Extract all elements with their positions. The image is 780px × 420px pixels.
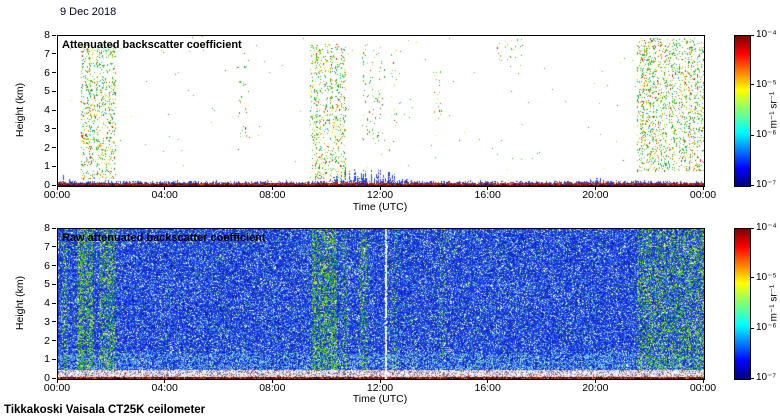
x-tick-mark	[271, 186, 273, 190]
x-tick-label: 08:00	[259, 189, 286, 201]
date-label: 9 Dec 2018	[60, 6, 117, 18]
colorbar-tick-label: 10⁻⁴	[756, 29, 777, 40]
y-tick-mark	[52, 340, 56, 341]
attenuated-backscatter-plot	[57, 35, 705, 187]
x-tick-mark	[379, 379, 381, 383]
y-tick-mark	[52, 165, 56, 167]
y-tick-mark	[52, 302, 56, 304]
x-tick-label: 00:00	[689, 189, 717, 201]
x-tick-mark	[379, 186, 381, 190]
x-tick-mark	[271, 379, 273, 383]
x-tick-label: 12:00	[366, 382, 394, 394]
y-tick-label: 5	[44, 85, 50, 98]
y-tick-label: 2	[44, 141, 50, 154]
colorbar-tick-mark	[751, 134, 754, 136]
x-tick-label: 08:00	[259, 382, 286, 394]
colorbar-tick-mark	[751, 227, 754, 229]
y-tick-mark	[52, 128, 56, 130]
y-tick-mark	[52, 72, 56, 73]
colorbar-top	[734, 35, 751, 187]
y-tick-label: 0	[44, 372, 50, 384]
y-tick-mark	[52, 90, 56, 92]
y-tick-mark	[52, 283, 56, 285]
colorbar-tick-label: 10⁻⁶	[756, 322, 777, 333]
raw-attenuated-backscatter-heatmap	[58, 229, 704, 379]
colorbar-tick-mark	[751, 184, 754, 186]
y-tick-mark	[52, 358, 56, 360]
y-tick-mark	[52, 321, 56, 323]
y-tick-label: 1	[44, 353, 50, 366]
plot-title-raw: Raw attenuated backscatter coefficient	[62, 232, 266, 244]
x-tick-label: 04:00	[151, 189, 178, 201]
x-tick-mark	[702, 186, 704, 190]
y-tick-label: 6	[44, 66, 50, 79]
x-tick-label: 16:00	[474, 189, 501, 201]
colorbar-tick-label: 10⁻⁷	[756, 179, 777, 190]
y-tick-label: 4	[44, 104, 50, 116]
y-axis-label-top: Height (km)	[14, 82, 26, 138]
y-tick-label: 3	[44, 315, 50, 328]
colorbar-tick-mark	[751, 277, 754, 279]
instrument-label: Tikkakoski Vaisala CT25K ceilometer	[4, 404, 206, 416]
y-tick-mark	[52, 246, 56, 248]
colorbar-tick-label: 10⁻⁵	[756, 78, 777, 90]
x-tick-label: 20:00	[582, 382, 609, 394]
y-tick-label: 4	[44, 297, 50, 309]
x-tick-label: 00:00	[43, 382, 71, 394]
x-axis-label-top: Time (UTC)	[352, 201, 408, 213]
colorbar-tick-label: 10⁻⁷	[756, 372, 777, 383]
x-tick-label: 00:00	[43, 189, 71, 201]
y-tick-label: 3	[44, 122, 50, 135]
y-tick-label: 8	[44, 29, 50, 41]
y-tick-mark	[52, 34, 56, 36]
colorbar-tick-label: 10⁻⁴	[756, 222, 777, 233]
x-tick-mark	[164, 379, 166, 383]
x-tick-label: 20:00	[582, 189, 609, 201]
x-tick-label: 12:00	[366, 189, 394, 201]
y-tick-label: 2	[44, 334, 50, 347]
x-axis-label-bottom: Time (UTC)	[352, 393, 408, 405]
x-tick-label: 00:00	[689, 382, 717, 394]
colorbar-bottom	[734, 228, 751, 380]
y-tick-label: 7	[44, 240, 50, 253]
colorbar-unit-label-bottom: m⁻¹ sr⁻¹	[768, 284, 780, 322]
y-tick-mark	[52, 147, 56, 148]
x-tick-label: 16:00	[474, 382, 501, 394]
y-tick-label: 5	[44, 278, 50, 291]
colorbar-unit-label-top: m⁻¹ sr⁻¹	[768, 91, 780, 129]
y-tick-mark	[52, 265, 56, 266]
raw-attenuated-backscatter-plot	[57, 228, 705, 380]
y-tick-mark	[52, 227, 56, 229]
y-tick-mark	[52, 53, 56, 55]
x-tick-mark	[56, 186, 58, 190]
y-tick-label: 0	[44, 179, 50, 191]
colorbar-tick-mark	[751, 34, 754, 36]
colorbar-tick-label: 10⁻⁵	[756, 271, 777, 283]
x-tick-mark	[594, 379, 596, 383]
y-tick-mark	[52, 109, 56, 111]
y-tick-mark	[52, 377, 56, 379]
x-tick-label: 04:00	[151, 382, 178, 394]
x-tick-mark	[487, 379, 489, 383]
colorbar-tick-label: 10⁻⁶	[756, 129, 777, 140]
y-tick-label: 6	[44, 259, 50, 272]
y-tick-label: 1	[44, 160, 50, 173]
y-tick-label: 7	[44, 47, 50, 60]
x-tick-mark	[487, 186, 489, 190]
attenuated-backscatter-heatmap	[58, 36, 704, 186]
y-axis-label-bottom: Height (km)	[14, 275, 26, 331]
x-tick-mark	[56, 379, 58, 383]
colorbar-tick-mark	[751, 377, 754, 379]
y-tick-mark	[52, 184, 56, 186]
x-tick-mark	[594, 186, 596, 190]
plot-title-attenuated: Attenuated backscatter coefficient	[62, 39, 242, 51]
y-tick-label: 8	[44, 222, 50, 234]
colorbar-tick-mark	[751, 84, 754, 86]
x-tick-mark	[702, 379, 704, 383]
x-tick-mark	[164, 186, 166, 190]
colorbar-tick-mark	[751, 327, 754, 329]
